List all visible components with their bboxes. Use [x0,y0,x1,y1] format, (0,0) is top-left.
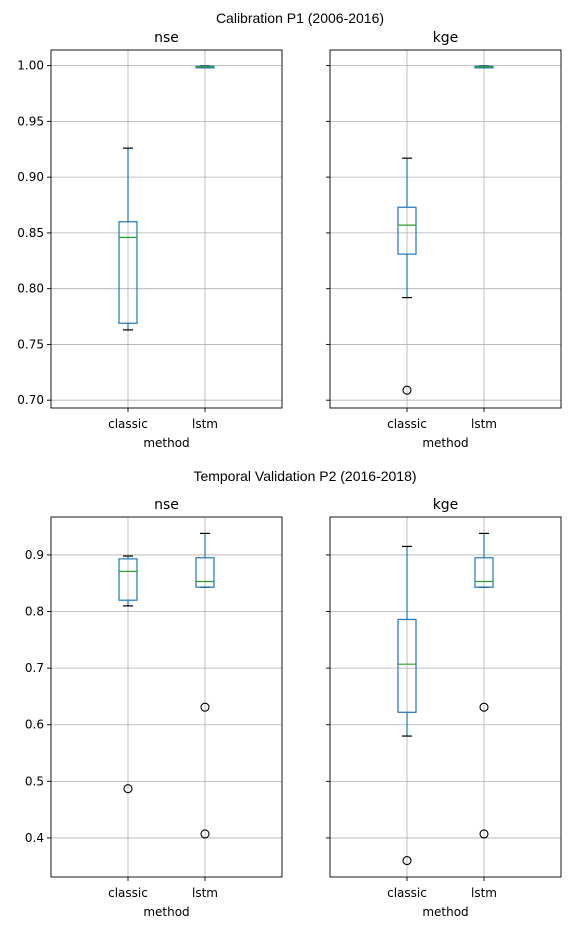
outlier-point [479,702,489,712]
outlier-point [402,856,412,866]
x-tick-label-classic: classic [108,886,148,900]
y-tick-label: 0.75 [17,337,44,351]
y-tick-label: 0.7 [25,661,44,675]
y-tick-label: 0.4 [25,831,44,845]
y-tick-label: 1.00 [17,59,44,73]
figure-title-calibration: Calibration P1 (2006-2016) [216,10,384,26]
box-iqr [195,557,215,588]
panel-0-0-nse: 0.70 0.75 0.80 0.85 0.90 0.95 1.00 classic lstmm… [17,30,283,450]
box-lstm [195,65,215,69]
axes-frame [329,516,562,878]
box-classic [118,147,138,331]
box-classic [118,555,138,794]
x-tick-label-lstm: lstm [471,417,497,431]
x-tick-label-classic: classic [387,417,427,431]
box-lstm [474,65,494,69]
box-iqr [397,206,417,255]
x-axis-label: method [143,905,189,919]
y-tick-label: 0.95 [17,114,44,128]
y-tick-label: 0.70 [17,393,44,407]
figure-title-validation: Temporal Validation P2 (2016-2018) [193,468,416,484]
outlier-point [200,829,210,839]
panel-title-nse: nse [154,30,179,46]
y-tick-label: 0.6 [25,718,44,732]
box-classic [397,157,417,395]
y-tick-label: 0.90 [17,170,44,184]
outlier-point [479,829,489,839]
x-tick-label-classic: classic [387,886,427,900]
x-axis-label: method [143,436,189,450]
x-axis-label: method [422,436,468,450]
box-iqr [118,558,138,601]
y-tick-label: 0.9 [25,548,44,562]
y-tick-label: 0.85 [17,226,44,240]
axes-frame [50,516,283,878]
outlier-point [200,702,210,712]
y-tick-label: 0.80 [17,282,44,296]
outlier-point [402,385,412,395]
box-classic [397,545,417,866]
box-iqr [118,221,138,324]
panel-title-kge: kge [433,30,459,46]
outlier-point [123,784,133,794]
panel-title-kge: kge [433,497,459,513]
x-tick-label-lstm: lstm [192,417,218,431]
box-iqr [474,557,494,588]
y-tick-label: 0.8 [25,605,44,619]
x-tick-label-lstm: lstm [192,886,218,900]
box-lstm [195,532,215,839]
x-axis-label: method [422,905,468,919]
x-tick-label-classic: classic [108,417,148,431]
panel-title-nse: nse [154,497,179,513]
axes-frame [50,49,283,409]
box-iqr [397,618,417,713]
axes-frame [329,49,562,409]
y-tick-label: 0.5 [25,774,44,788]
x-tick-label-lstm: lstm [471,886,497,900]
box-lstm [474,532,494,839]
